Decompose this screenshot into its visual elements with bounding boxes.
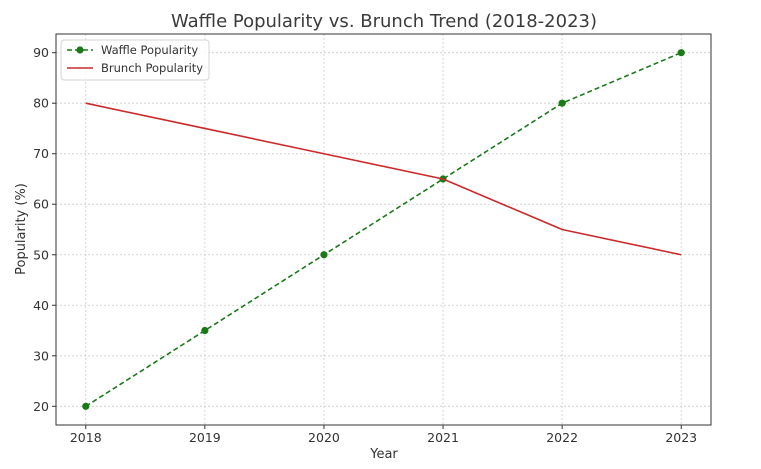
y-tick-label: 90 bbox=[33, 45, 49, 60]
x-tick-label: 2020 bbox=[308, 430, 340, 445]
legend: Waffle Popularity Brunch Popularity bbox=[60, 39, 210, 81]
waffle-popularity-point bbox=[558, 99, 566, 107]
x-tick-label: 2023 bbox=[665, 430, 697, 445]
plot-frame bbox=[55, 33, 712, 426]
y-tick-label: 60 bbox=[33, 197, 49, 212]
y-tick-label: 80 bbox=[33, 96, 49, 111]
y-tick-label: 40 bbox=[33, 298, 49, 313]
series-layer bbox=[82, 49, 685, 410]
waffle-popularity-point bbox=[201, 326, 209, 335]
legend-box bbox=[60, 39, 210, 81]
x-tick-label: 2022 bbox=[546, 430, 578, 445]
waffle-popularity-point bbox=[677, 49, 685, 57]
x-tick-label: 2021 bbox=[427, 430, 459, 445]
x-axis-ticks: 2018 2019 2020 2021 2022 2023 bbox=[70, 425, 697, 445]
waffle-popularity-legend-marker bbox=[76, 46, 84, 54]
y-axis-ticks: 20 30 40 50 60 70 80 90 bbox=[33, 45, 56, 414]
x-tick-label: 2018 bbox=[70, 430, 102, 445]
waffle-popularity-line bbox=[85, 51, 682, 407]
brunch-popularity-line bbox=[85, 102, 682, 256]
grid bbox=[56, 34, 711, 425]
waffle-popularity-point bbox=[320, 251, 328, 259]
y-tick-label: 20 bbox=[33, 399, 49, 414]
legend-label: Brunch Popularity bbox=[101, 61, 203, 75]
legend-label: Waffle Popularity bbox=[101, 43, 198, 57]
waffle-popularity-point bbox=[82, 402, 90, 410]
y-axis-label: Popularity (%) bbox=[14, 183, 29, 275]
x-tick-label: 2019 bbox=[189, 430, 221, 445]
y-tick-label: 70 bbox=[33, 146, 49, 161]
x-axis-label: Year bbox=[369, 447, 398, 462]
y-tick-label: 50 bbox=[33, 247, 49, 262]
y-tick-label: 30 bbox=[33, 348, 49, 363]
chart-title: Waffle Popularity vs. Brunch Trend (2018… bbox=[171, 11, 597, 32]
